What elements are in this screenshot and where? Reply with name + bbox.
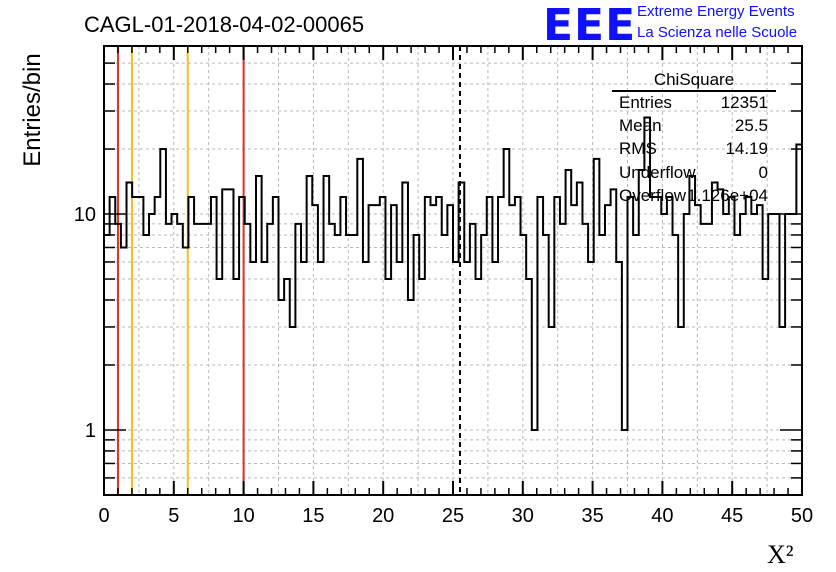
x-tick-label: 20 bbox=[372, 505, 394, 527]
x-tick-label: 0 bbox=[98, 505, 109, 527]
stat-name-rms: RMS bbox=[619, 139, 657, 158]
x-tick-label: 50 bbox=[791, 505, 813, 527]
x-tick-label: 40 bbox=[651, 505, 673, 527]
x-tick-label: 30 bbox=[512, 505, 534, 527]
x-tick-label: 25 bbox=[442, 505, 464, 527]
stat-name-overflow: Overflow bbox=[619, 186, 687, 205]
stats-divider bbox=[612, 90, 776, 92]
axis-ticks: 0 5 10 15 20 25 30 35 40 45 50 1 10 bbox=[74, 46, 813, 527]
stat-value-entries: 12351 bbox=[720, 93, 768, 112]
marker-lines bbox=[116, 46, 461, 495]
x-tick-label: 15 bbox=[302, 505, 324, 527]
grid bbox=[104, 46, 802, 495]
stat-name-mean: Mean bbox=[619, 116, 662, 135]
logo-line-2: La Scienza nelle Scuole bbox=[637, 24, 798, 41]
y-axis-label: Entries/bin bbox=[19, 53, 46, 167]
histogram-series bbox=[104, 116, 802, 431]
stat-value-underflow: 0 bbox=[758, 163, 768, 182]
x-axis-label: X² bbox=[767, 540, 794, 569]
x-tick-label: 5 bbox=[168, 505, 179, 527]
stat-name-underflow: Underflow bbox=[619, 163, 696, 182]
y-tick-label: 10 bbox=[74, 204, 96, 226]
stats-title: ChiSquare bbox=[653, 70, 735, 89]
eee-logo: EEE bbox=[543, 0, 637, 51]
stat-value-overflow: 1.126e+04 bbox=[687, 186, 768, 205]
y-tick-label: 1 bbox=[85, 420, 96, 442]
stat-name-entries: Entries bbox=[619, 93, 672, 112]
stat-value-rms: 14.19 bbox=[725, 139, 768, 158]
x-tick-label: 35 bbox=[581, 505, 603, 527]
stat-value-mean: 25.5 bbox=[734, 116, 768, 135]
x-tick-label: 10 bbox=[232, 505, 254, 527]
chart-title: CAGL-01-2018-04-02-00065 bbox=[84, 12, 365, 37]
logo-line-1: Extreme Energy Events bbox=[637, 3, 795, 20]
x-tick-label: 45 bbox=[721, 505, 743, 527]
